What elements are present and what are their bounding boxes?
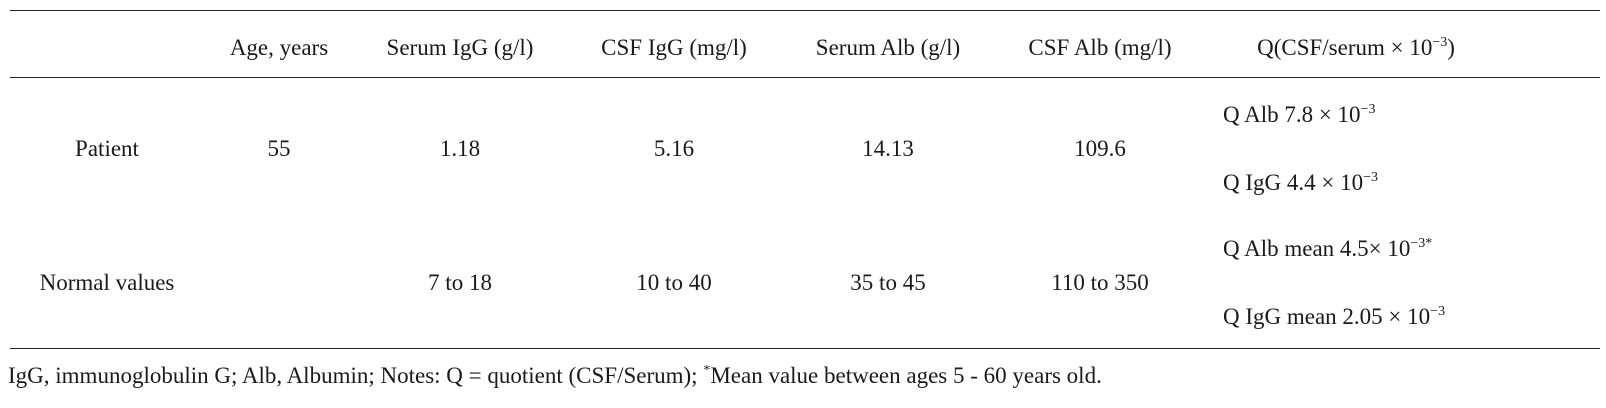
cell-q-igg-exponent: −3 [1363,170,1379,185]
cell-serum-igg: 7 to 18 [428,270,492,295]
cell-q-igg: Q IgG 4.4 × 10−3 [1223,170,1379,195]
header-serum-igg: Serum IgG (g/l) [386,35,534,60]
cell-q-alb-base: Q Alb mean 4.5× 10 [1223,236,1411,261]
footnote-star: * [703,363,711,378]
footnote-text-a: IgG, immunoglobulin G; Alb, Albumin; Not… [8,363,704,388]
footnote-text-b: Mean value between ages 5 - 60 years old… [710,363,1102,388]
header-quotient-base: Q(CSF/serum × 10 [1257,35,1433,60]
cell-q-alb: Q Alb 7.8 × 10−3 [1223,102,1376,127]
cell-age: 55 [267,136,291,161]
header-quotient-close: ) [1447,35,1455,60]
table-bottom-rule [10,348,1600,349]
header-bottom-rule [10,77,1600,78]
header-quotient: Q(CSF/serum × 10−3) [1257,35,1455,60]
table-footnote: IgG, immunoglobulin G; Alb, Albumin; Not… [8,363,1102,388]
cell-q-igg-base: Q IgG 4.4 × 10 [1223,170,1364,195]
cell-serum-alb: 35 to 45 [850,270,926,295]
cell-q-igg-exponent: −3 [1430,304,1446,319]
cell-serum-alb: 14.13 [862,136,914,161]
cell-q-igg: Q IgG mean 2.05 × 10−3 [1223,304,1446,329]
cell-q-alb-exponent: −3 [1360,102,1376,117]
cell-q-alb-exponent: −3* [1410,236,1433,251]
header-csf-alb: CSF Alb (mg/l) [1028,35,1172,60]
header-quotient-exponent: −3 [1432,35,1448,50]
cell-serum-igg: 1.18 [439,136,481,161]
cell-q-alb: Q Alb mean 4.5× 10−3* [1223,236,1433,261]
cell-csf-igg: 5.16 [653,136,695,161]
cell-q-alb-base: Q Alb 7.8 × 10 [1223,102,1361,127]
header-csf-igg: CSF IgG (mg/l) [601,35,747,60]
row-label-normal-values: Normal values [39,270,175,295]
cell-csf-alb: 109.6 [1074,136,1126,161]
cell-csf-alb: 110 to 350 [1051,270,1149,295]
header-age: Age, years [229,35,329,60]
cell-csf-igg: 10 to 40 [636,270,712,295]
row-label-patient: Patient [75,136,139,161]
table-top-rule [10,10,1600,11]
cell-q-igg-base: Q IgG mean 2.05 × 10 [1223,304,1431,329]
header-serum-alb: Serum Alb (g/l) [815,35,961,60]
